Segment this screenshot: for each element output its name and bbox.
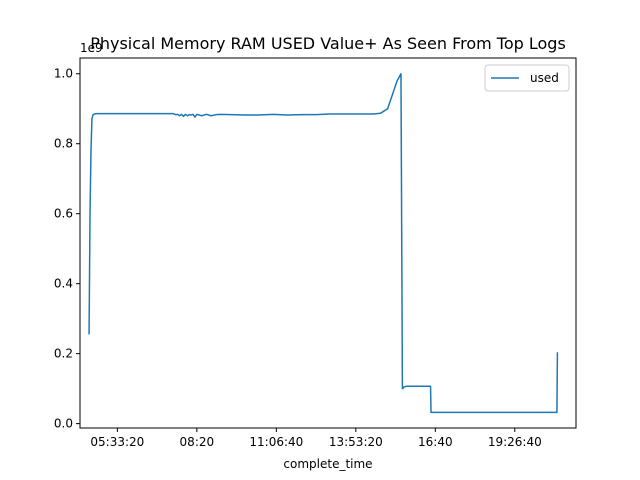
legend: used [484, 64, 570, 92]
chart-title: Physical Memory RAM USED Value+ As Seen … [90, 34, 566, 53]
y-tick-label: 0.2 [54, 347, 73, 361]
y-tick-label: 0.8 [54, 137, 73, 151]
axes-frame [79, 57, 577, 429]
x-axis-title: complete_time [283, 457, 372, 471]
x-tick-label: 16:40 [418, 435, 453, 449]
y-tick-label: 0.6 [54, 207, 73, 221]
series-line-used [88, 72, 559, 414]
y-tick-label: 1.0 [54, 67, 73, 81]
series-layer [88, 72, 559, 414]
x-tick-label: 11:06:40 [249, 435, 303, 449]
y-tick-label: 0.4 [54, 277, 73, 291]
y-axis: 0.0 0.2 0.4 0.6 0.8 1.0 [54, 67, 80, 431]
y-tick-label: 0.0 [54, 417, 73, 431]
legend-label-used: used [530, 71, 559, 85]
legend-box [484, 64, 570, 92]
x-tick-label: 08:20 [180, 435, 215, 449]
plot-area [79, 57, 577, 429]
x-tick-label: 13:53:20 [329, 435, 383, 449]
x-axis: 05:33:20 08:20 11:06:40 13:53:20 16:40 19:26:… [90, 428, 542, 449]
x-tick-label: 19:26:40 [488, 435, 542, 449]
x-tick-label: 05:33:20 [90, 435, 144, 449]
y-offset-text: 1e9 [80, 41, 103, 55]
